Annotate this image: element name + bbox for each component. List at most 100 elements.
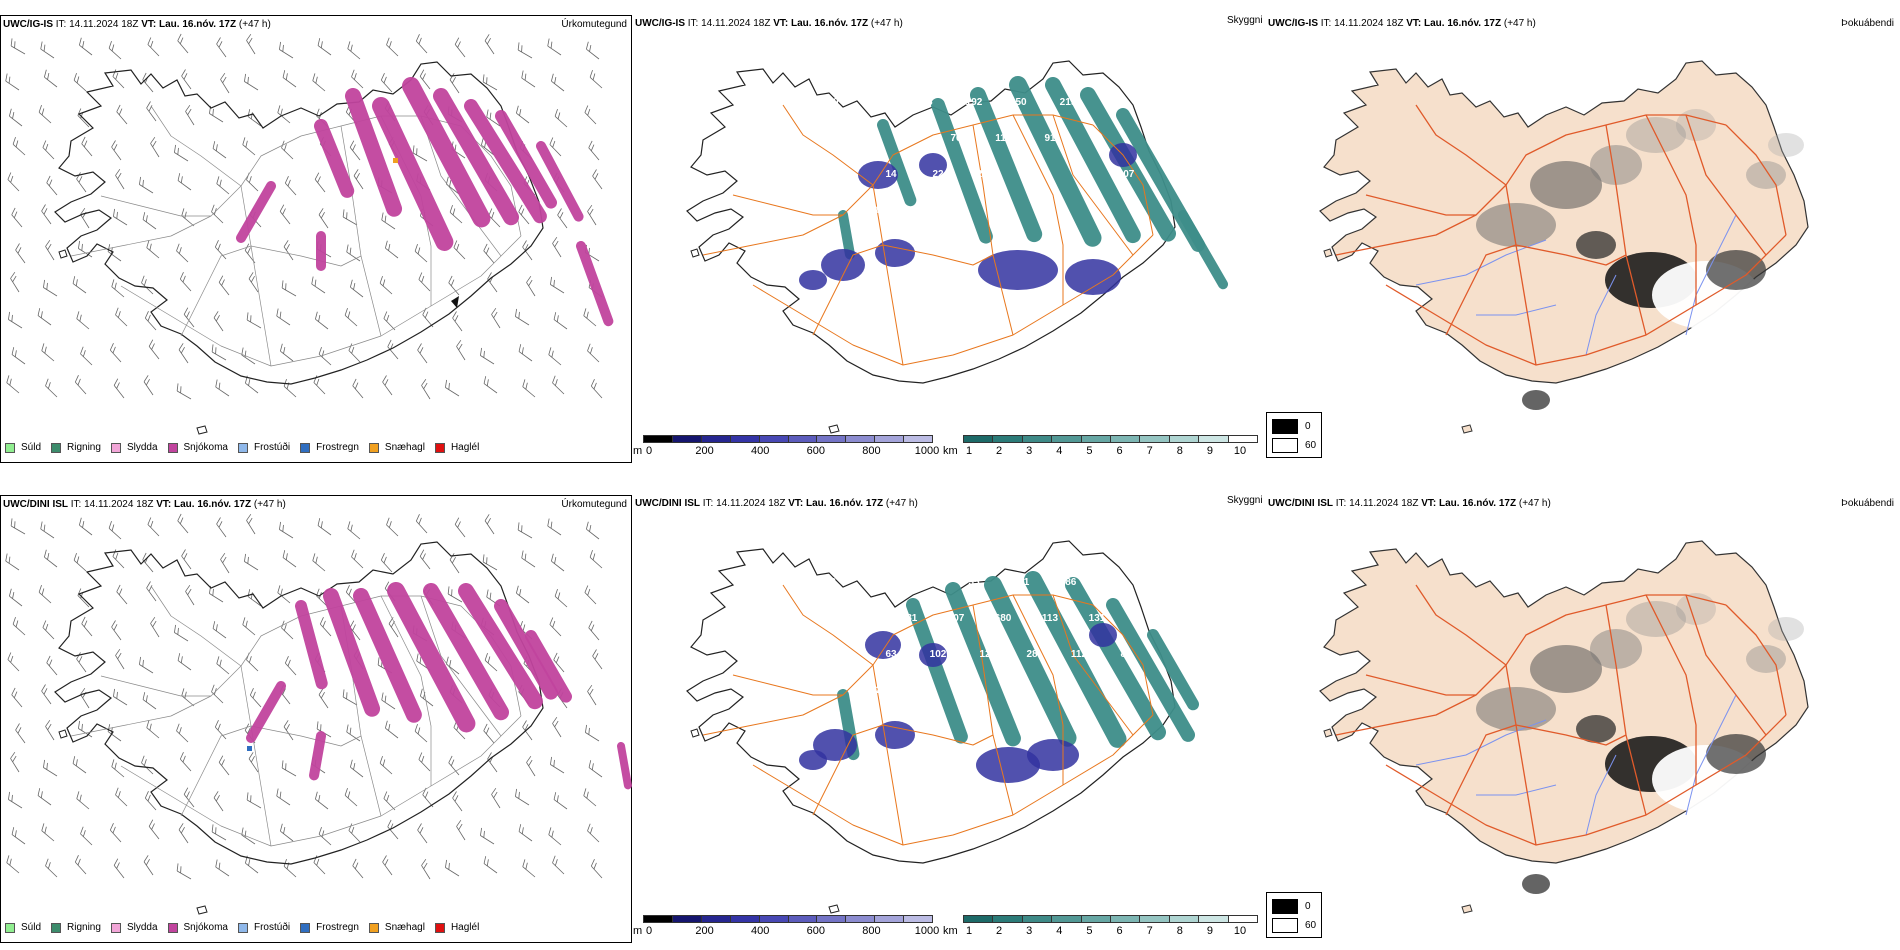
wind-barb [174,144,189,162]
barb-flag [552,375,556,384]
barb-flag [143,279,147,286]
wind-barb [174,624,189,642]
visibility-band [838,210,855,260]
barb-flag [182,275,186,283]
barb-flag [456,243,460,251]
road-line [752,714,1154,846]
barb-flag [213,791,219,798]
barb-shaft [79,44,93,56]
wind-barb [6,375,20,394]
barb-flag [180,866,182,874]
barb-flag [144,791,149,799]
barb-flag [586,791,589,799]
barb-shaft [279,529,294,539]
barb-flag [522,240,527,248]
barb-flag [586,41,589,50]
barb-flag [10,751,16,759]
barb-flag [82,40,85,48]
barb-flag [116,211,118,219]
it-value: 14.11.2024 18Z [1349,498,1419,509]
it-label: IT: [1320,18,1332,29]
road-line [240,665,272,847]
low-ceiling-area [813,729,857,761]
barb-shaft [484,520,495,535]
low-ceiling-area [821,249,865,281]
colorbar-tick: 600 [806,925,825,937]
barb-flag [45,378,49,387]
barb-shaft [212,628,227,639]
colorbar-cells [643,915,933,923]
wind-barb [585,724,600,742]
barb-shaft [15,249,26,264]
barb-flag [38,104,42,113]
wind-barb [115,307,128,327]
colorbar-tick: 400 [751,445,770,457]
barb-shaft [312,560,326,572]
wind-barb [15,243,26,264]
barb-flag [46,282,48,290]
barb-flag [13,211,18,218]
legend-label: Frostúði [253,922,291,933]
river-line [1476,304,1557,316]
barb-flag [421,755,425,763]
barb-flag [352,624,356,631]
barb-flag [281,620,285,629]
colorbar-cell [759,916,789,922]
barb-flag [249,688,254,696]
barb-flag [486,109,489,118]
barb-flag [109,823,114,831]
barb-flag [218,862,221,870]
wind-barb [315,791,329,810]
colorbar-tick: 3 [1026,445,1033,457]
legend-label: Frostúði [253,442,291,453]
barb-flag [117,652,122,660]
barb-flag [213,311,219,318]
barb-shaft [415,520,428,534]
barb-flag [187,108,192,116]
barb-flag [353,282,356,290]
barb-shaft [318,694,329,709]
barb-shaft [453,247,466,260]
barb-flag [585,724,587,733]
barb-flag [377,657,380,666]
barb-flag [145,859,150,866]
wind-barb [45,378,58,398]
barb-flag [528,759,533,767]
fog-index-area [1576,231,1616,259]
low-ceiling-area [919,153,947,177]
barb-flag [108,40,112,49]
fog-map-top [1319,60,1809,434]
barb-flag [187,588,192,596]
barb-shaft [550,764,565,774]
barb-flag [383,311,388,319]
fog-index-area [1768,133,1804,157]
wind-barb [76,311,90,330]
wind-barb [40,41,55,59]
barb-shaft [209,593,224,603]
barb-flag [419,549,425,557]
barb-flag [247,556,249,564]
barb-shaft [522,866,536,878]
barb-flag [8,791,10,800]
barb-shaft [244,81,259,91]
colorbar-tick: 1000 [914,445,940,457]
barb-flag [345,585,350,593]
ceiling-label: 108 [865,205,882,216]
barb-flag [109,343,114,351]
wind-barb [346,724,361,742]
barb-shaft [113,865,125,879]
barb-flag [73,72,77,81]
legend-label: Slydda [126,922,158,933]
wind-barb [417,343,428,364]
wind-barb [414,723,428,743]
barb-flag [554,240,559,248]
barb-flag [111,620,116,628]
barb-shaft [76,658,87,673]
barb-flag [346,212,348,220]
wind-barb [179,272,192,292]
wind-barb [587,343,600,363]
barb-flag [147,517,152,525]
ceiling-label: 78 [1073,169,1085,180]
barb-shaft [521,557,536,568]
wind-barb [547,518,562,536]
